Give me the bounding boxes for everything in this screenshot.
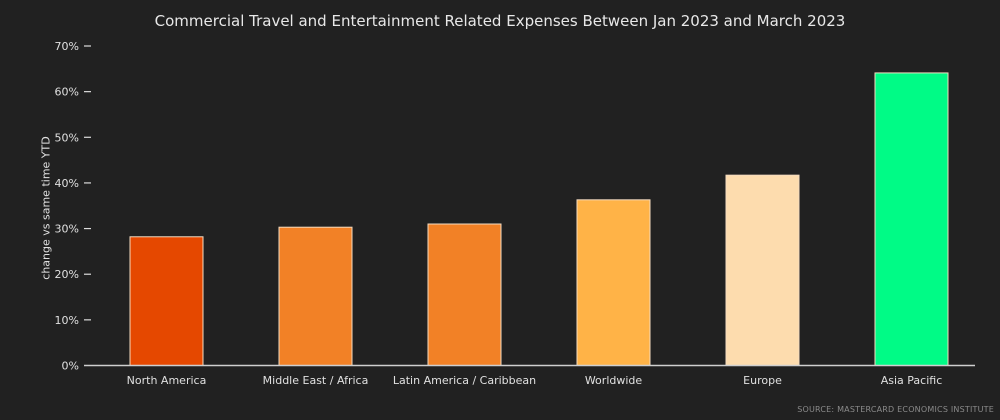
- bar-europe: [725, 174, 800, 366]
- y-tick-label: 30%: [55, 223, 79, 236]
- y-tick-label: 60%: [55, 86, 79, 99]
- x-tick-label: North America: [127, 374, 207, 387]
- bar-north-america: [129, 236, 204, 366]
- y-tick-label: 40%: [55, 177, 79, 190]
- y-tick-label: 50%: [55, 131, 79, 144]
- source-note: SOURCE: MASTERCARD ECONOMICS INSTITUTE: [797, 405, 994, 414]
- bar-asia-pacific: [874, 72, 949, 366]
- y-tick-label: 10%: [55, 314, 79, 327]
- y-tick-label: 20%: [55, 268, 79, 281]
- bar-worldwide: [576, 199, 651, 366]
- chart-title: Commercial Travel and Entertainment Rela…: [154, 12, 846, 30]
- x-tick-label: Latin America / Caribbean: [393, 374, 536, 387]
- bar-latin-america-caribbean: [427, 223, 502, 366]
- y-tick-label: 70%: [55, 40, 79, 53]
- x-tick-label: Middle East / Africa: [263, 374, 369, 387]
- x-tick-label: Europe: [743, 374, 782, 387]
- bar-middle-east-africa: [278, 226, 353, 366]
- x-tick-label: Worldwide: [585, 374, 643, 387]
- x-tick-label: Asia Pacific: [881, 374, 943, 387]
- y-tick-label: 0%: [62, 360, 79, 373]
